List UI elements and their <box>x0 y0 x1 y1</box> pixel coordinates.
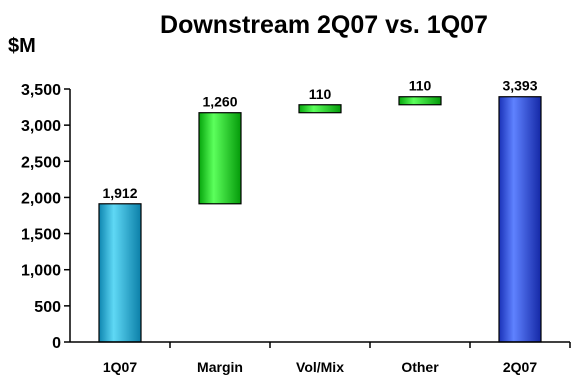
x-tick-label: 1Q07 <box>103 359 137 375</box>
bars: 1,912 1,260 110 110 3,393 <box>98 78 542 343</box>
bar-margin <box>198 112 242 205</box>
y-tick-label: 500 <box>34 299 61 316</box>
bar-vol-mix <box>298 104 342 114</box>
y-tick-label: 1,000 <box>21 263 61 280</box>
chart-title: Downstream 2Q07 vs. 1Q07 <box>160 11 488 39</box>
x-tick-label: Margin <box>197 359 243 375</box>
data-label: 3,393 <box>502 78 537 94</box>
x-tick-label: Other <box>401 359 439 375</box>
y-axis: 0 500 1,000 1,500 2,000 2,500 3,000 3,500 <box>21 82 71 352</box>
unit-label: $M <box>8 35 36 57</box>
x-tick-label: Vol/Mix <box>296 359 344 375</box>
y-tick-label: 1,500 <box>21 227 61 244</box>
y-tick-label: 2,000 <box>21 190 61 207</box>
data-label: 110 <box>309 86 332 102</box>
y-tick-label: 2,500 <box>21 154 61 171</box>
bar-1q07 <box>98 203 142 343</box>
data-label: 1,912 <box>102 185 137 201</box>
x-tick-label: 2Q07 <box>503 359 537 375</box>
data-label: 110 <box>409 78 432 94</box>
bar-2q07 <box>498 96 542 343</box>
y-tick-label: 3,500 <box>21 82 61 99</box>
bar-other <box>398 96 442 106</box>
y-tick-label: 0 <box>52 335 61 352</box>
x-axis: 1Q07 Margin Vol/Mix Other 2Q07 <box>70 341 571 375</box>
y-tick-label: 3,000 <box>21 118 61 135</box>
data-label: 1,260 <box>202 94 237 110</box>
